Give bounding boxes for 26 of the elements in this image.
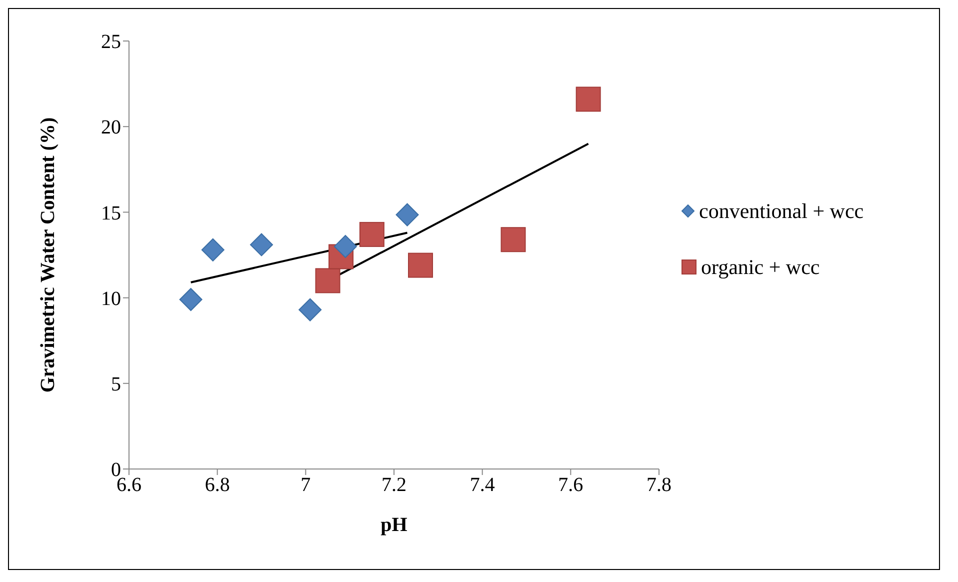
y-tick-label: 25 [101, 31, 121, 54]
point [298, 298, 322, 322]
point [334, 234, 357, 258]
point [408, 252, 433, 278]
y-tick-label: 15 [101, 202, 121, 224]
y-tick-label: 10 [101, 288, 121, 310]
point [396, 203, 419, 226]
x-tick-label: 7.8 [646, 474, 672, 496]
legend-label: conventional + wcc [699, 198, 864, 224]
x-tick-label: 7.6 [558, 474, 584, 496]
point [179, 288, 202, 312]
point [315, 268, 340, 294]
y-tick-label: 5 [111, 374, 121, 396]
point [250, 233, 273, 256]
x-tick-label: 7 [300, 474, 311, 496]
point [201, 238, 224, 262]
point [359, 222, 384, 247]
y-tick-label: 20 [101, 116, 121, 139]
x-tick-label: 7.2 [382, 474, 406, 496]
legend-label: organic + wcc [701, 254, 820, 280]
y-axis-title: Gravimetric Water Content (%) [37, 117, 60, 393]
point [576, 86, 601, 112]
x-axis-title: pH [380, 514, 408, 536]
x-tick-label: 7.4 [470, 474, 495, 496]
point [500, 227, 526, 252]
x-tick-label: 6.8 [204, 474, 230, 496]
